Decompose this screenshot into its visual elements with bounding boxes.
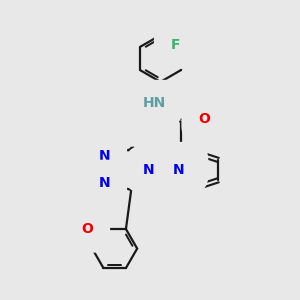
Text: O: O (82, 222, 94, 236)
Text: S: S (179, 160, 190, 175)
Text: HN: HN (142, 97, 166, 110)
Text: F: F (171, 38, 180, 52)
Text: N: N (173, 163, 184, 177)
Text: O: O (198, 112, 210, 126)
Text: N: N (99, 148, 110, 163)
Text: N: N (143, 163, 154, 176)
Text: N: N (99, 176, 110, 190)
